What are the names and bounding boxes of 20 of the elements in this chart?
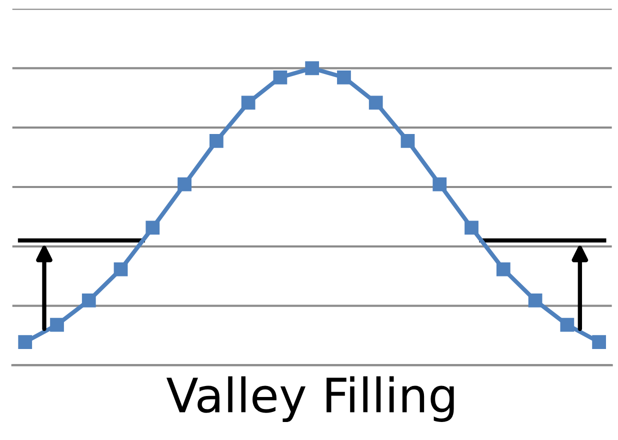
point: [592, 335, 606, 349]
point: [178, 177, 192, 192]
point: [305, 61, 320, 76]
point: [146, 220, 160, 235]
point: [368, 96, 383, 110]
point: [464, 220, 478, 235]
point: [114, 262, 128, 276]
x-axis-title: Valley Filling: [166, 376, 454, 422]
point: [528, 294, 542, 308]
point: [209, 134, 224, 148]
point: [82, 294, 96, 308]
point: [496, 262, 510, 276]
point: [432, 177, 447, 192]
point: [400, 134, 415, 148]
point: [50, 318, 64, 332]
point: [18, 335, 32, 349]
point: [560, 318, 574, 332]
point: [241, 96, 256, 110]
point: [273, 70, 288, 84]
point: [337, 70, 351, 84]
